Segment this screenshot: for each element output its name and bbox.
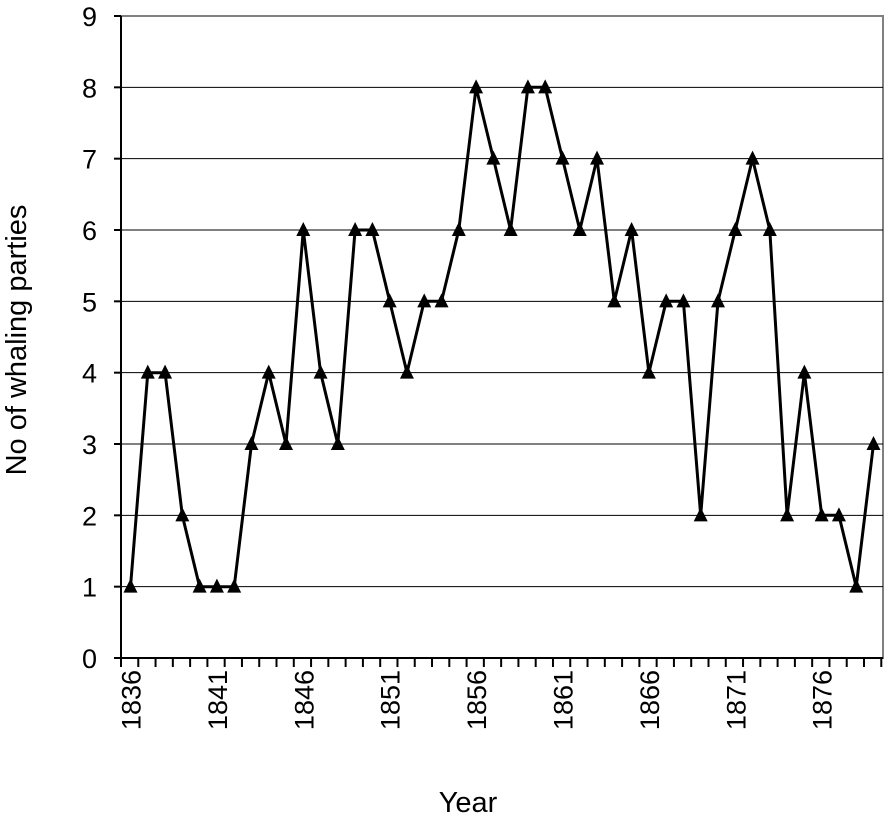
y-tick-label: 3	[82, 430, 97, 460]
series-line	[129, 85, 875, 589]
data-point	[399, 364, 414, 379]
data-point	[296, 222, 311, 236]
data-point	[227, 578, 242, 593]
data-point	[797, 364, 812, 379]
data-point	[659, 293, 674, 308]
data-point	[520, 79, 535, 94]
y-axis-tick-labels: 0 1 2 3 4 5 6 7 8 9	[82, 2, 97, 674]
y-axis-ticks	[114, 15, 121, 659]
data-point	[728, 222, 743, 236]
data-point	[175, 507, 190, 522]
y-tick-label: 9	[82, 2, 97, 32]
y-tick-label: 8	[82, 73, 97, 103]
data-point	[849, 578, 864, 593]
data-point	[555, 150, 570, 165]
x-axis-ticks	[120, 658, 883, 667]
data-point	[780, 507, 795, 522]
x-tick-label: 1836	[117, 670, 147, 730]
data-point	[486, 150, 501, 165]
series-markers	[123, 79, 881, 593]
x-axis-tick-labels: 1836 1841 1846 1851 1856 1861 1866 1871 1876	[117, 670, 838, 730]
y-tick-label: 0	[82, 644, 97, 674]
y-tick-label: 2	[82, 501, 97, 531]
y-tick-label: 1	[82, 573, 97, 603]
data-point	[451, 222, 466, 236]
data-point	[313, 364, 328, 379]
x-tick-label: 1871	[721, 670, 751, 730]
data-point	[866, 436, 881, 450]
data-point	[279, 436, 294, 450]
data-point	[261, 364, 276, 379]
data-point	[762, 222, 777, 236]
y-tick-label: 7	[82, 145, 97, 175]
data-point	[140, 364, 155, 379]
x-tick-label: 1841	[203, 670, 233, 730]
data-point	[244, 436, 259, 450]
data-point	[676, 293, 691, 308]
data-point	[382, 293, 397, 308]
data-point	[745, 150, 760, 165]
data-point	[538, 79, 553, 94]
y-tick-label: 5	[82, 287, 97, 317]
data-point	[417, 293, 432, 308]
data-point	[814, 507, 829, 522]
data-point	[123, 578, 138, 593]
data-point	[503, 222, 518, 236]
x-axis-title: Year	[439, 787, 498, 819]
x-tick-label: 1876	[808, 670, 838, 730]
data-point	[348, 222, 363, 236]
data-point	[831, 507, 846, 522]
y-tick-label: 4	[82, 359, 97, 389]
data-point	[710, 293, 725, 308]
x-tick-label: 1866	[635, 670, 665, 730]
data-point	[607, 293, 622, 308]
data-point	[330, 436, 345, 450]
y-axis-title: No of whaling parties	[1, 205, 33, 476]
y-tick-label: 6	[82, 216, 97, 246]
data-point	[365, 222, 380, 236]
plot-area	[120, 15, 884, 659]
x-tick-label: 1861	[548, 670, 578, 730]
data-point	[590, 150, 605, 165]
data-point	[469, 79, 484, 94]
x-tick-label: 1856	[462, 670, 492, 730]
x-tick-label: 1851	[376, 670, 406, 730]
data-point	[693, 507, 708, 522]
data-point	[192, 578, 207, 593]
data-point	[572, 222, 587, 236]
data-point	[209, 578, 224, 593]
data-point	[158, 364, 173, 379]
data-point	[624, 222, 639, 236]
x-tick-label: 1846	[289, 670, 319, 730]
data-point	[434, 293, 449, 308]
data-point	[641, 364, 656, 379]
